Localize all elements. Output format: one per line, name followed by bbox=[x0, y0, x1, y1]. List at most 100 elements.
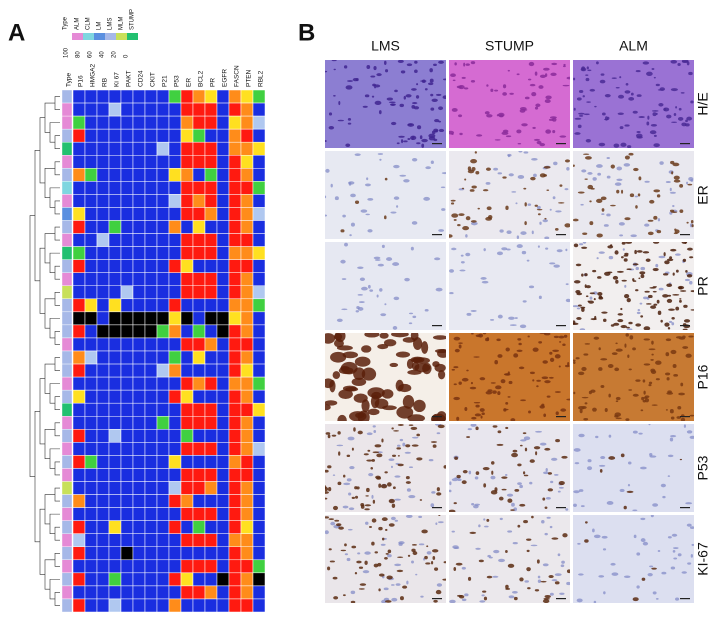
heatmap-cell bbox=[120, 324, 134, 339]
heatmap-cell bbox=[120, 246, 134, 260]
heatmap-cell bbox=[252, 324, 266, 339]
heatmap-cell bbox=[168, 233, 182, 247]
heatmap-cell bbox=[204, 102, 218, 117]
heatmap-cell bbox=[252, 389, 266, 404]
heatmap-cell bbox=[84, 115, 98, 130]
heatmap-cell bbox=[204, 494, 218, 508]
heatmap-cell bbox=[204, 337, 218, 352]
heatmap-cell bbox=[156, 102, 170, 117]
heatmap-cell bbox=[168, 546, 182, 561]
heatmap-cell bbox=[84, 520, 98, 534]
heatmap-cell bbox=[204, 89, 218, 104]
heatmap-cell bbox=[120, 272, 134, 287]
heatmap-cell bbox=[180, 585, 194, 600]
heatmap-cell bbox=[252, 507, 266, 521]
heatmap-cell bbox=[168, 102, 182, 117]
heatmap-cell bbox=[204, 233, 218, 247]
heatmap-cell bbox=[132, 350, 146, 365]
type-cell bbox=[61, 285, 73, 300]
heatmap-cell bbox=[192, 494, 206, 508]
heatmap-cell bbox=[168, 298, 182, 313]
heatmap-cell bbox=[96, 233, 110, 247]
row-label: PR bbox=[695, 276, 711, 295]
heatmap-cell bbox=[132, 181, 146, 195]
heatmap-cell bbox=[132, 141, 146, 156]
heatmap-cell bbox=[144, 89, 158, 104]
heatmap-cell bbox=[192, 102, 206, 117]
heatmap-cell bbox=[96, 585, 110, 600]
panel-label: B bbox=[298, 19, 315, 46]
heatmap-cell bbox=[144, 181, 158, 195]
heatmap-cell bbox=[192, 389, 206, 404]
heatmap-cell bbox=[252, 207, 266, 221]
heatmap-cell bbox=[168, 402, 182, 417]
heatmap-cell bbox=[228, 233, 242, 247]
heatmap-cell bbox=[192, 233, 206, 247]
heatmap-cell bbox=[168, 520, 182, 534]
heatmap-cell bbox=[180, 520, 194, 534]
heatmap-cell bbox=[108, 507, 122, 521]
heatmap-cell bbox=[240, 520, 254, 534]
heatmap-cell bbox=[108, 272, 122, 287]
heatmap-cell bbox=[240, 259, 254, 273]
heatmap-cell bbox=[108, 468, 122, 482]
heatmap-cell bbox=[156, 168, 170, 182]
heatmap-cell bbox=[204, 481, 218, 495]
heatmap-cell bbox=[228, 285, 242, 300]
heatmap-cell bbox=[156, 520, 170, 534]
scale-label: 0 bbox=[124, 54, 130, 58]
heatmap-cell bbox=[120, 363, 134, 378]
heatmap-cell bbox=[240, 455, 254, 469]
heatmap-cell bbox=[72, 494, 86, 508]
heatmap-cell bbox=[228, 455, 242, 469]
type-cell bbox=[61, 102, 73, 117]
heatmap-cell bbox=[156, 350, 170, 365]
heatmap-cell bbox=[216, 376, 230, 391]
heatmap-cell bbox=[252, 194, 266, 208]
heatmap-cell bbox=[228, 207, 242, 221]
heatmap-cell bbox=[192, 376, 206, 391]
heatmap-cell bbox=[96, 363, 110, 378]
heatmap-cell bbox=[252, 468, 266, 482]
type-cell bbox=[61, 455, 73, 469]
heatmap-cell bbox=[144, 272, 158, 287]
heatmap-cell bbox=[240, 429, 254, 443]
heatmap-cell bbox=[228, 507, 242, 521]
micrograph bbox=[449, 242, 570, 330]
heatmap-cell bbox=[180, 128, 194, 143]
heatmap-cell bbox=[120, 481, 134, 495]
heatmap-cell bbox=[180, 494, 194, 508]
heatmap-cell bbox=[96, 429, 110, 443]
heatmap-cell bbox=[192, 285, 206, 300]
heatmap-cell bbox=[228, 155, 242, 169]
heatmap-cell bbox=[108, 141, 122, 156]
heatmap-cell bbox=[108, 181, 122, 195]
heatmap-cell bbox=[96, 181, 110, 195]
heatmap-cell bbox=[108, 363, 122, 378]
heatmap-cell bbox=[168, 246, 182, 260]
heatmap-cell bbox=[120, 128, 134, 143]
heatmap-cell bbox=[180, 311, 194, 326]
heatmap-cell bbox=[252, 350, 266, 365]
heatmap-cell bbox=[192, 533, 206, 548]
heatmap-cell bbox=[180, 598, 194, 613]
heatmap-cell bbox=[156, 207, 170, 221]
heatmap-cell bbox=[252, 155, 266, 169]
heatmap-cell bbox=[168, 337, 182, 352]
micrograph bbox=[449, 60, 570, 148]
heatmap-cell bbox=[72, 141, 86, 156]
heatmap-cell bbox=[96, 494, 110, 508]
heatmap-cell bbox=[72, 585, 86, 600]
heatmap-cell bbox=[132, 89, 146, 104]
column-header: PTEN bbox=[246, 69, 253, 87]
heatmap-cell bbox=[252, 429, 266, 443]
heatmap-cell bbox=[192, 168, 206, 182]
heatmap-cell bbox=[72, 181, 86, 195]
scale-label: 20 bbox=[112, 51, 118, 58]
heatmap-cell bbox=[216, 207, 230, 221]
heatmap-cell bbox=[192, 585, 206, 600]
heatmap-cell bbox=[204, 363, 218, 378]
heatmap-cell bbox=[204, 141, 218, 156]
heatmap-cell bbox=[180, 181, 194, 195]
heatmap-cell bbox=[132, 598, 146, 613]
